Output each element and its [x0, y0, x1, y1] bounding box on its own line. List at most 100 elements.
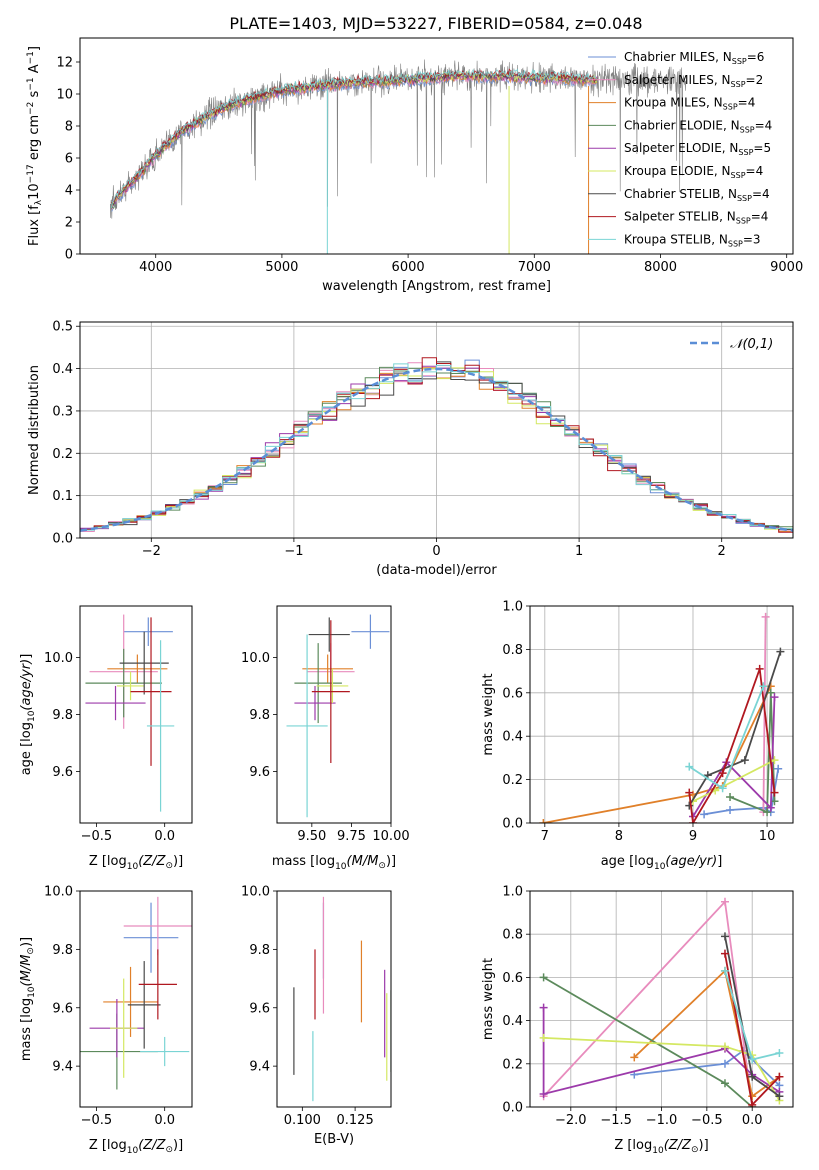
- y-tick-label: 0.6: [502, 686, 523, 701]
- residuals-x-label: (data-model)/error: [376, 563, 497, 578]
- legend-entry: Salpeter ELODIE, NSSP=5: [624, 141, 771, 157]
- weight-marker: [718, 784, 727, 793]
- spectrum-x-label: wavelength [Angstrom, rest frame]: [322, 279, 551, 294]
- weight-marker: [630, 1053, 639, 1062]
- y-tick-label: 0.0: [502, 817, 523, 832]
- y-tick-label: 0.4: [502, 1014, 523, 1029]
- y-tick-label: 6: [65, 152, 73, 167]
- y-tick-label: 0.2: [502, 1057, 523, 1072]
- spectrum-axes: 4000 5000 6000 7000 8000 9000 0 2 4 6 8 10 12: [56, 56, 803, 276]
- x-tick-label: 8: [615, 829, 623, 844]
- weight-marker: [720, 932, 729, 941]
- x-tick-label: 9: [689, 829, 697, 844]
- x-tick-label: −0.5: [81, 829, 113, 844]
- weight-marker: [688, 819, 697, 823]
- x-tick-label: −1.0: [646, 1113, 678, 1128]
- y-tick-label: 0.1: [52, 489, 73, 504]
- weight-marker: [770, 693, 779, 702]
- y-tick-label: 9.6: [52, 1001, 73, 1016]
- model-spectrum-3: [111, 71, 598, 210]
- x-tick-label: 6000: [392, 260, 425, 275]
- weight-marker: [539, 1090, 548, 1099]
- mass-weight-vs-Z-lines: [539, 897, 784, 1107]
- weight-marker: [775, 1092, 784, 1101]
- weight-marker: [766, 803, 775, 812]
- mass-vs-Z-y-label: mass [log10(M/M⊙)]: [19, 937, 37, 1061]
- plot-panels: 4000 5000 6000 7000 8000 9000024681012wavelen…: [19, 37, 803, 1156]
- y-tick-label: 10.0: [44, 651, 73, 666]
- mass-weight-vs-Z-y-label: mass weight: [481, 958, 496, 1040]
- mass-vs-Z-x-label: Z [log10(Z/Z⊙)]: [89, 1138, 183, 1156]
- x-tick-label: 0.125: [337, 1113, 374, 1128]
- weight-marker: [720, 1079, 729, 1088]
- y-tick-label: 9.4: [249, 1060, 270, 1075]
- y-tick-label: 9.6: [249, 1001, 270, 1016]
- legend-entry: Chabrier MILES, NSSP=6: [624, 50, 764, 66]
- y-tick-label: 10: [56, 88, 73, 103]
- age-vs-mass-x-label: mass [log10(M/M⊙)]: [272, 854, 396, 872]
- mass-weight-vs-age-frame: [529, 605, 794, 824]
- y-tick-label: 0.8: [502, 643, 523, 658]
- y-tick-label: 9.8: [52, 943, 73, 958]
- age-vs-Z-x-label: Z [log10(Z/Z⊙)]: [89, 854, 183, 872]
- weight-marker: [539, 1003, 548, 1012]
- y-tick-label: 9.8: [52, 708, 73, 723]
- x-tick-label: 0: [432, 544, 440, 559]
- y-tick-label: 0.4: [502, 730, 523, 745]
- y-tick-label: 0.8: [502, 928, 523, 943]
- x-tick-label: 10: [759, 829, 776, 844]
- age-vs-mass-frame: [276, 605, 392, 824]
- mass-weight-vs-Z-frame: [529, 890, 794, 1108]
- x-tick-label: −2.0: [555, 1113, 587, 1128]
- mass-vs-ebv-axes: 0.100 0.125 9.4 9.6 9.8 10.0: [241, 885, 374, 1129]
- mass-vs-Z-errorbars: [80, 896, 192, 1090]
- weight-marker: [700, 810, 709, 819]
- mass-vs-Z-axes: −0.5 0.0 9.4 9.6 9.8 10.0: [44, 885, 175, 1129]
- x-tick-label: 5000: [265, 260, 298, 275]
- y-tick-label: 12: [56, 56, 73, 71]
- y-tick-label: 0.4: [52, 362, 73, 377]
- weight-series-1: [542, 899, 754, 1107]
- age-vs-Z-errorbars: [85, 614, 175, 812]
- x-tick-label: 0.0: [154, 829, 175, 844]
- mass-weight-vs-Z-x-label: Z [log10(Z/Z⊙)]: [614, 1138, 708, 1156]
- weight-series-6: [688, 651, 782, 807]
- weight-marker: [774, 764, 783, 773]
- weight-marker: [770, 788, 779, 797]
- x-tick-label: 8000: [644, 260, 677, 275]
- x-tick-label: −0.5: [691, 1113, 723, 1128]
- weight-marker: [685, 788, 694, 797]
- spectrum-y-label: Flux [fλ10−17 erg cm−2 s−1 A−1]: [26, 46, 44, 246]
- age-vs-mass-axes: 9.50 9.75 10.00 9.6 9.8 10.0: [241, 651, 410, 844]
- spectrum-lines: [110, 59, 686, 254]
- x-tick-label: 4000: [139, 260, 172, 275]
- model-spectrum-1: [111, 73, 598, 210]
- residuals-frame: [79, 321, 794, 539]
- x-tick-label: 7000: [518, 260, 551, 275]
- residuals-axes: −2 −1 0 1 2 0.0 0.1 0.2 0.3 0.4 0.5: [52, 320, 793, 559]
- x-tick-label: 0.0: [154, 1113, 175, 1128]
- model-spectrum-5: [111, 70, 598, 205]
- y-tick-label: 10.0: [44, 885, 73, 900]
- residuals-y-label: Normed distribution: [27, 365, 42, 495]
- weight-marker: [748, 1055, 757, 1064]
- legend-entry: Kroupa ELODIE, NSSP=4: [624, 164, 763, 180]
- x-tick-label: 9000: [770, 260, 803, 275]
- weight-marker: [770, 756, 779, 765]
- weight-marker: [748, 1100, 757, 1107]
- x-tick-label: 9.75: [337, 829, 366, 844]
- legend-entry: Kroupa STELIB, NSSP=3: [624, 232, 761, 248]
- y-tick-label: 8: [65, 120, 73, 135]
- weight-marker: [718, 769, 727, 778]
- weight-marker: [726, 805, 735, 814]
- age-vs-Z-y-label: age [log10(age/yr)]: [19, 654, 37, 776]
- age-vs-Z-axes: −0.5 0.0 9.6 9.8 10.0: [44, 651, 175, 844]
- x-tick-label: 9.50: [297, 829, 326, 844]
- y-tick-label: 9.6: [249, 765, 270, 780]
- weight-marker: [720, 949, 729, 958]
- weight-marker: [685, 801, 694, 810]
- weight-marker: [748, 1092, 757, 1101]
- legend-entry: Salpeter MILES, NSSP=2: [624, 73, 763, 89]
- age-vs-mass-errorbars: [286, 614, 390, 818]
